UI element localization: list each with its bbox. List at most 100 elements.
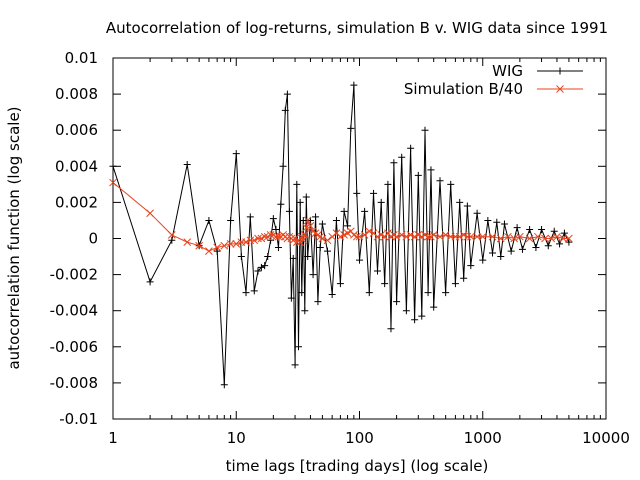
series-layer: [109, 81, 573, 389]
simulation-point: [302, 223, 311, 232]
wig-point: [332, 216, 340, 224]
simulation-point: [565, 234, 573, 243]
wig-point: [507, 247, 515, 255]
y-tick-label: 0.006: [55, 121, 98, 139]
wig-point: [318, 220, 326, 228]
simulation-point: [373, 232, 382, 241]
wig-point: [447, 180, 455, 188]
simulation-point: [392, 232, 401, 241]
wig-point: [299, 216, 307, 224]
y-tick-label: -0.002: [50, 266, 98, 284]
y-tick-label: 0.004: [55, 157, 98, 175]
wig-point: [237, 253, 245, 261]
wig-point: [289, 254, 297, 262]
wig-point: [489, 249, 497, 257]
wig-point: [427, 166, 435, 174]
wig-point: [518, 245, 526, 253]
wig-point: [183, 160, 191, 168]
y-axis-label: autocorrelation function (log scale): [5, 106, 23, 369]
simulation-point: [242, 238, 250, 246]
simulation-point: [323, 236, 332, 245]
wig-point: [370, 189, 378, 197]
wig-point: [340, 207, 348, 215]
wig-point: [430, 303, 438, 311]
x-tick-label: 100: [345, 429, 374, 447]
wig-point: [277, 200, 285, 208]
simulation-point: [441, 231, 450, 239]
wig-point: [538, 225, 546, 233]
simulation-point: [541, 234, 549, 243]
wig-point: [350, 81, 358, 89]
simulation-point: [254, 234, 262, 243]
wig-point: [556, 240, 564, 248]
wig-point: [393, 298, 401, 306]
wig-point: [402, 307, 410, 315]
wig-point: [361, 207, 369, 215]
y-tick-label: 0: [88, 230, 98, 248]
wig-point: [497, 253, 505, 261]
simulation-point: [478, 232, 487, 241]
wig-point: [418, 312, 426, 320]
simulation-point: [232, 240, 241, 248]
simulation-point: [167, 231, 176, 239]
simulation-point: [559, 234, 568, 243]
x-axis-label: time lags [trading days] (log scale): [226, 457, 489, 475]
simulation-point: [488, 232, 497, 241]
wig-point: [301, 307, 309, 315]
wig-point: [302, 193, 310, 201]
wig-point: [390, 159, 398, 167]
simulation-point: [410, 232, 419, 241]
simulation-point: [274, 232, 283, 241]
wig-point: [314, 298, 322, 306]
simulation-point: [205, 247, 213, 255]
simulation-point: [299, 236, 308, 245]
y-tick-label: 0.002: [55, 193, 98, 211]
wig-point: [287, 294, 295, 302]
wig-point: [456, 198, 464, 206]
y-tick-label: 0.008: [55, 85, 98, 103]
y-tick-label: -0.004: [50, 302, 98, 320]
wig-point: [460, 274, 468, 282]
wig-point: [316, 244, 324, 252]
simulation-point: [397, 231, 406, 239]
wig-point: [261, 262, 269, 270]
simulation-point: [547, 234, 556, 243]
chart-title: Autocorrelation of log-returns, simulati…: [106, 19, 608, 37]
simulation-point: [553, 232, 561, 241]
wig-point: [424, 289, 432, 297]
simulation-point: [534, 232, 542, 241]
simulation-point: [109, 178, 117, 187]
x-tick-label: 10000: [582, 429, 630, 447]
legend-label: Simulation B/40: [404, 80, 523, 98]
simulation-point: [473, 232, 481, 241]
legend-label: WIG: [492, 62, 523, 80]
wig-point: [347, 124, 355, 132]
wig-point: [436, 177, 444, 185]
simulation-point: [459, 231, 468, 239]
wig-point: [365, 289, 373, 297]
wig-point: [463, 202, 471, 210]
wig-point: [232, 150, 240, 158]
wig-point: [384, 180, 392, 188]
simulation-point: [365, 227, 374, 236]
simulation-point: [266, 231, 275, 239]
wig-point: [168, 236, 176, 244]
axis-ticks: -0.01 -0.008 -0.006 -0.004 -0.002 0 0.002 0.004…: [50, 49, 630, 447]
wig-point: [526, 225, 534, 233]
wig-point: [381, 280, 389, 288]
wig-point: [560, 229, 568, 237]
wig-point: [356, 256, 363, 264]
wig-point: [269, 215, 277, 223]
x-tick-label: 10: [227, 429, 246, 447]
wig-point: [242, 289, 250, 297]
wig-point: [336, 280, 344, 288]
wig-point: [146, 278, 154, 286]
wig-point: [309, 271, 317, 279]
y-tick-label: -0.008: [50, 374, 98, 392]
simulation-point: [220, 241, 229, 250]
wig-point: [544, 242, 552, 250]
simulation-point: [525, 234, 534, 243]
simulation-point: [306, 222, 315, 230]
legend-swatch-marker: [556, 67, 564, 75]
simulation-point: [195, 241, 204, 250]
